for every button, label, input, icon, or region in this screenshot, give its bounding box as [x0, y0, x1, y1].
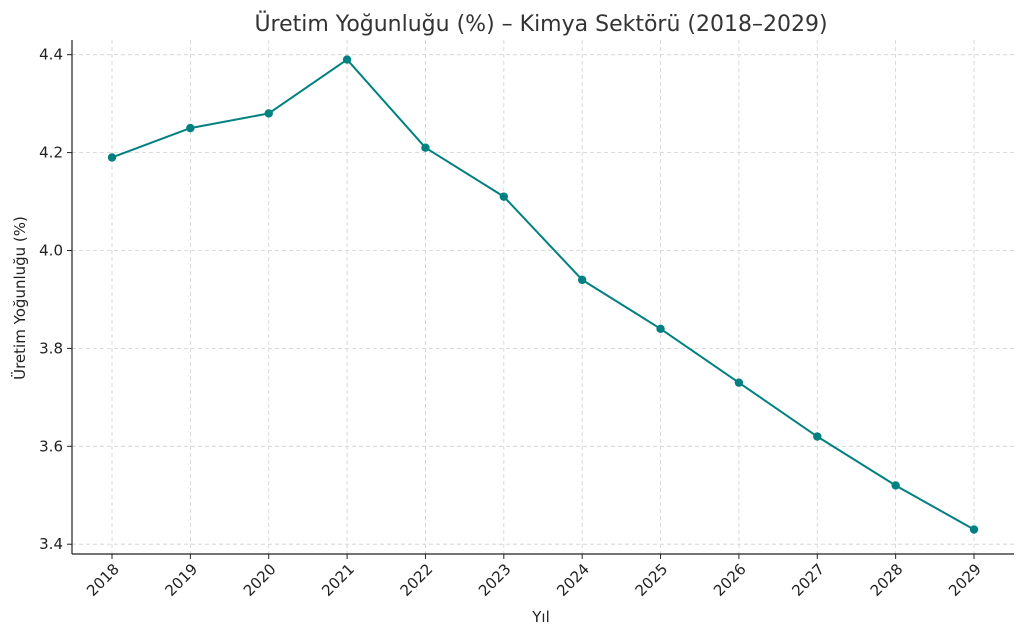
- series-line: [111, 58, 975, 531]
- data-point: [342, 55, 352, 64]
- data-point: [186, 123, 195, 133]
- x-tick-label: 2022: [397, 560, 437, 600]
- data-point: [577, 275, 587, 285]
- x-tick-label: 2020: [240, 560, 280, 600]
- data-point: [734, 378, 744, 387]
- y-tick-label: 3.8: [39, 339, 63, 357]
- series: [107, 55, 979, 534]
- x-tick-label: 2026: [710, 560, 750, 600]
- y-tick-label: 3.4: [39, 535, 63, 553]
- axes: [71, 40, 1014, 555]
- grid: [72, 40, 1014, 554]
- x-ticks: 2018 2019 2020 2021 2022 2023 2024 2025 2026 2027…: [83, 554, 985, 600]
- x-tick-label: 2018: [83, 560, 123, 600]
- y-tick-label: 3.6: [39, 437, 63, 455]
- data-point: [499, 192, 509, 201]
- y-tick-label: 4.0: [39, 241, 63, 259]
- y-ticks: 3.4 3.6 3.8 4.0 4.2 4.4: [39, 46, 72, 553]
- chart-title: Üretim Yoğunluğu (%) – Kimya Sektörü (20…: [254, 11, 827, 37]
- x-tick-label: 2021: [318, 560, 358, 600]
- data-point: [656, 324, 665, 334]
- data-point: [264, 109, 273, 118]
- x-axis-label: Yıl: [531, 608, 550, 626]
- x-tick-label: 2025: [632, 560, 672, 600]
- y-axis-label: Üretim Yoğunluğu (%): [10, 216, 29, 380]
- data-point: [813, 432, 822, 441]
- x-tick-label: 2027: [788, 560, 828, 600]
- data-point: [969, 525, 979, 534]
- data-point: [421, 143, 430, 152]
- data-point: [107, 153, 117, 162]
- data-point: [891, 481, 900, 490]
- y-tick-label: 4.2: [39, 144, 63, 162]
- x-tick-label: 2029: [945, 560, 985, 600]
- x-tick-label: 2023: [475, 560, 515, 600]
- y-tick-label: 4.4: [39, 46, 63, 64]
- x-tick-label: 2019: [161, 560, 201, 600]
- x-tick-label: 2028: [867, 560, 907, 600]
- x-tick-label: 2024: [553, 560, 593, 600]
